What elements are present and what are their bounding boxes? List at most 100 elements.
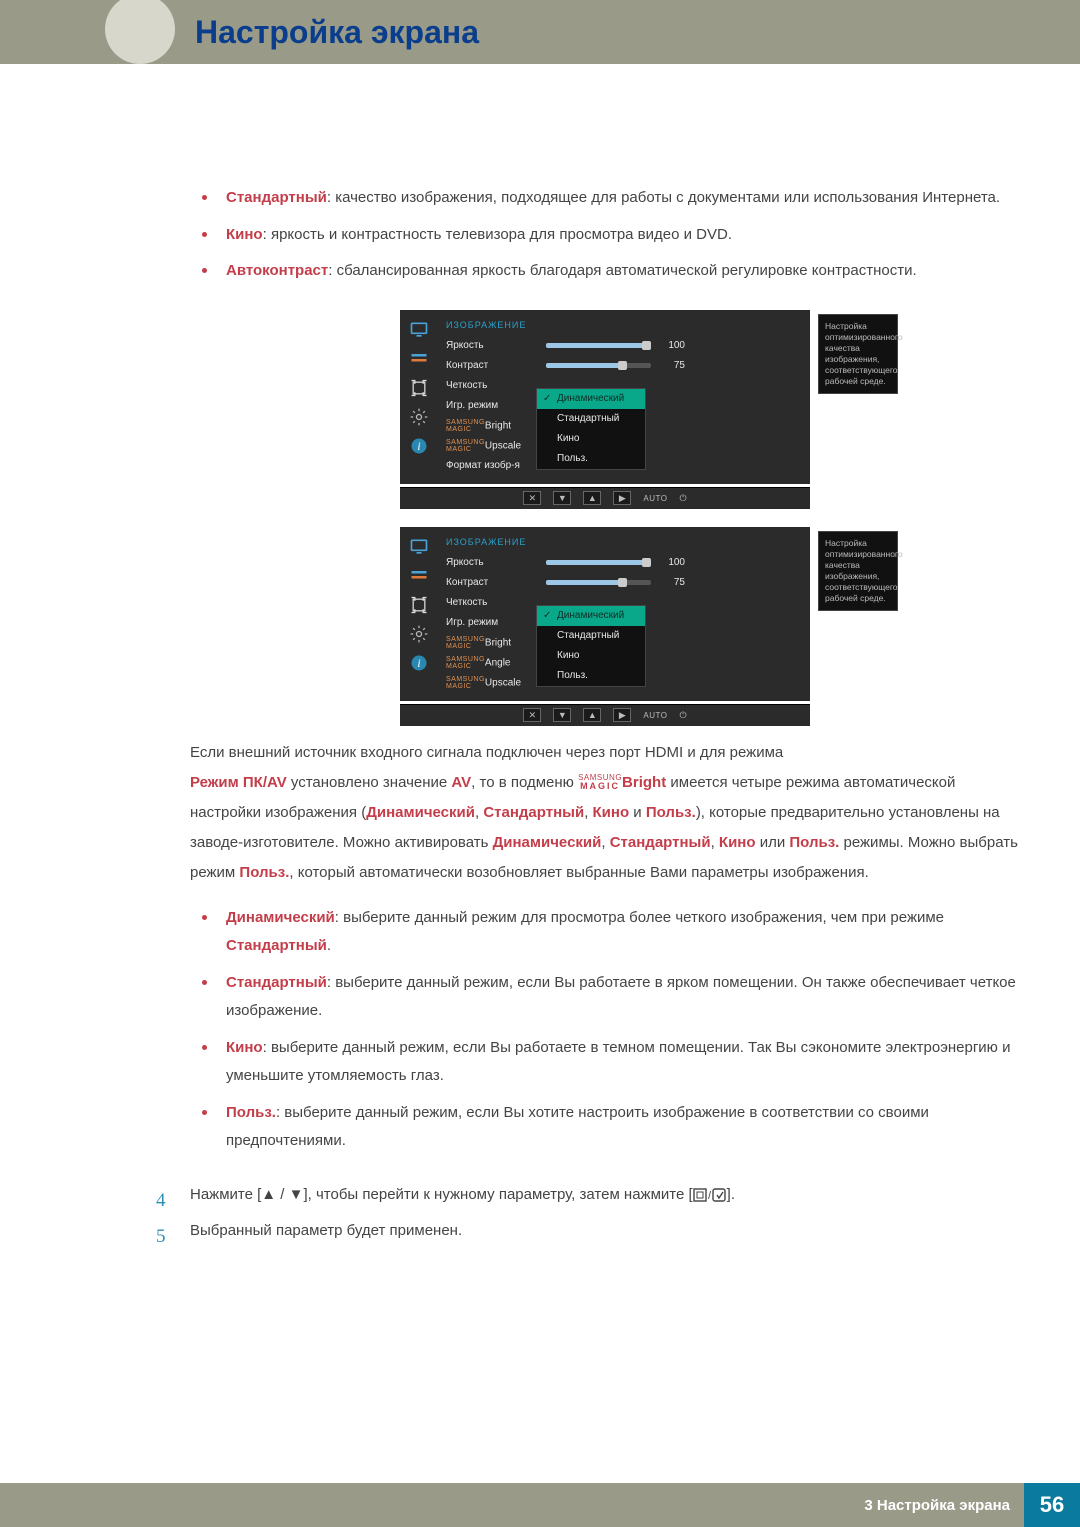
svg-text:/: /: [708, 1190, 712, 1202]
svg-text:i: i: [417, 657, 420, 670]
osd-label: Контраст: [446, 360, 546, 371]
osd-tooltip: Настройка оптимизированного качества изо…: [818, 531, 898, 611]
osd-tooltip: Настройка оптимизированного качества изо…: [818, 314, 898, 394]
term: Стандартный: [226, 974, 327, 991]
osd-label: SAMSUNG MAGIC Upscale: [446, 439, 546, 453]
dropdown-option[interactable]: Польз.: [537, 449, 645, 469]
osd-button-bar: ✕ ▼ ▲ ▶ AUTO ⏻: [400, 704, 810, 726]
list-item: Польз.: выберите данный режим, если Вы х…: [190, 1099, 1020, 1156]
resize-icon: [409, 595, 429, 615]
mode-bullet-list: Динамический: выберите данный режим для …: [190, 904, 1020, 1156]
down-icon[interactable]: ▼: [553, 491, 571, 505]
osd-row-brightness: Яркость 100: [438, 336, 810, 356]
gear-icon: [409, 407, 429, 427]
auto-button[interactable]: AUTO: [643, 711, 667, 720]
bullet-text: : сбалансированная яркость благодаря авт…: [328, 262, 916, 279]
svg-text:i: i: [417, 440, 420, 453]
sliders-icon: [409, 349, 429, 369]
step-5: 5 Выбранный параметр будет применен.: [156, 1216, 1020, 1246]
power-icon[interactable]: ⏻: [679, 710, 686, 721]
osd-value: 75: [661, 360, 685, 371]
list-item: Стандартный: качество изображения, подхо…: [190, 184, 1020, 213]
osd-label: Четкость: [446, 597, 546, 608]
right-icon[interactable]: ▶: [613, 708, 631, 722]
list-item: Автоконтраст: сбалансированная яркость б…: [190, 257, 1020, 286]
dropdown-option[interactable]: Кино: [537, 429, 645, 449]
step-number: 5: [156, 1218, 166, 1256]
osd-value: 100: [661, 557, 685, 568]
up-icon[interactable]: ▲: [583, 491, 601, 505]
osd-label: Четкость: [446, 380, 546, 391]
body-paragraph: Если внешний источник входного сигнала п…: [190, 738, 1020, 888]
monitor-icon: [409, 320, 429, 340]
bullet-text: : выберите данный режим для просмотра бо…: [335, 909, 944, 926]
down-icon[interactable]: ▼: [553, 708, 571, 722]
slider[interactable]: [546, 363, 651, 368]
gear-icon: [409, 624, 429, 644]
step-number: 4: [156, 1182, 166, 1220]
info-icon: i: [409, 653, 429, 673]
osd-label: Формат изобр-я: [446, 460, 546, 471]
menu-enter-icon: /: [693, 1188, 727, 1202]
close-icon[interactable]: ✕: [523, 708, 541, 722]
term-kino: Кино: [226, 226, 263, 243]
slider[interactable]: [546, 343, 651, 348]
osd-label: Игр. режим: [446, 617, 546, 628]
dropdown-option[interactable]: Стандартный: [537, 409, 645, 429]
term: Стандартный: [610, 834, 711, 851]
dropdown-option-selected[interactable]: Динамический: [537, 606, 645, 626]
term: Кино: [593, 804, 630, 821]
osd-heading: ИЗОБРАЖЕНИЕ: [438, 535, 810, 553]
osd-button-bar: ✕ ▼ ▲ ▶ AUTO ⏻: [400, 487, 810, 509]
osd-dropdown[interactable]: Динамический Стандартный Кино Польз.: [536, 388, 646, 470]
term: Стандартный: [483, 804, 584, 821]
monitor-icon: [409, 537, 429, 557]
term-bright: Bright: [622, 774, 666, 791]
osd-heading: ИЗОБРАЖЕНИЕ: [438, 318, 810, 336]
right-icon[interactable]: ▶: [613, 491, 631, 505]
osd-label: SAMSUNGMAGICBright: [446, 636, 546, 650]
osd-category-icons: i: [400, 310, 438, 484]
dropdown-option[interactable]: Кино: [537, 646, 645, 666]
term: Кино: [226, 1039, 263, 1056]
bullet-text: : выберите данный режим, если Вы работае…: [226, 1039, 1010, 1085]
chapter-circle: [105, 0, 175, 64]
step-text: ].: [727, 1186, 735, 1203]
step-text: ], чтобы перейти к нужному параметру, за…: [303, 1186, 692, 1203]
step-text: Нажмите [: [190, 1186, 261, 1203]
magic-logo: SAMSUNGMAGIC: [578, 774, 622, 791]
dropdown-option[interactable]: Стандартный: [537, 626, 645, 646]
up-down-icon: ▲ / ▼: [261, 1180, 303, 1210]
text: или: [756, 834, 790, 851]
auto-button[interactable]: AUTO: [643, 494, 667, 503]
term-standard: Стандартный: [226, 189, 327, 206]
text: , то в подменю: [471, 774, 578, 791]
term: Польз.: [226, 1104, 276, 1121]
osd-value: 75: [661, 577, 685, 588]
slider[interactable]: [546, 560, 651, 565]
dropdown-option-selected[interactable]: Динамический: [537, 389, 645, 409]
bullet-text: : выберите данный режим, если Вы хотите …: [226, 1104, 929, 1150]
brand-samsung: SAMSUNG: [446, 419, 485, 426]
term-av: AV: [451, 774, 471, 791]
dropdown-option[interactable]: Польз.: [537, 666, 645, 686]
osd-label: Игр. режим: [446, 400, 546, 411]
step-4: 4 Нажмите [▲ / ▼], чтобы перейти к нужно…: [156, 1180, 1020, 1210]
close-icon[interactable]: ✕: [523, 491, 541, 505]
list-item: Стандартный: выберите данный режим, если…: [190, 969, 1020, 1026]
power-icon[interactable]: ⏻: [679, 493, 686, 504]
osd-screenshot-1: i ИЗОБРАЖЕНИЕ Яркость 100 Контраст 75: [190, 310, 1020, 509]
term: Польз.: [789, 834, 839, 851]
osd-label: Яркость: [446, 340, 546, 351]
osd-label: Яркость: [446, 557, 546, 568]
osd-value: 100: [661, 340, 685, 351]
osd-screenshot-2: i ИЗОБРАЖЕНИЕ Яркость100 Контраст75 Четк…: [190, 527, 1020, 726]
content: Стандартный: качество изображения, подхо…: [0, 64, 1080, 1483]
bullet-text: : яркость и контрастность телевизора для…: [263, 226, 732, 243]
osd-dropdown[interactable]: Динамический Стандартный Кино Польз.: [536, 605, 646, 687]
header-band: Настройка экрана: [0, 0, 1080, 64]
term: Динамический: [493, 834, 602, 851]
slider[interactable]: [546, 580, 651, 585]
magic-name: Bright: [485, 420, 511, 431]
up-icon[interactable]: ▲: [583, 708, 601, 722]
